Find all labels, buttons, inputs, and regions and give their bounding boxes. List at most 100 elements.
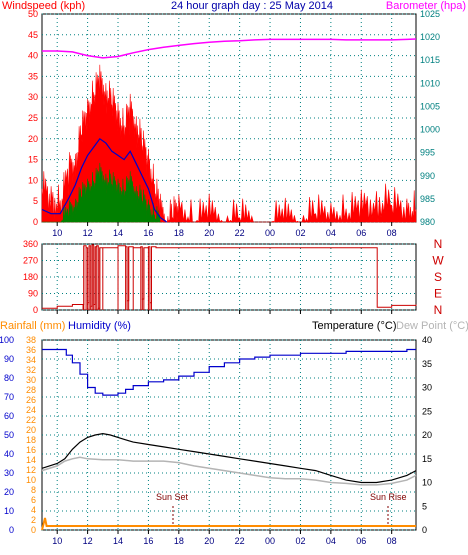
rainfall-ytick-label: 36 <box>26 345 36 355</box>
rainfall-ytick-label: 34 <box>26 355 36 365</box>
humidity-axis-title: Humidity (%) <box>68 320 131 332</box>
rainfall-ytick-label: 14 <box>26 455 36 465</box>
rainfall-ytick-label: 12 <box>26 465 36 475</box>
wind-direction-line <box>42 244 417 309</box>
humidity-ytick-label: 50 <box>4 430 14 440</box>
wind-xtick-label: 14 <box>113 228 123 238</box>
wind-low-area <box>42 162 161 224</box>
wind-xtick-label: 16 <box>143 228 153 238</box>
barometer-ytick-label: 980 <box>420 217 435 227</box>
wind-xtick-label: 10 <box>52 228 62 238</box>
rainfall-ytick-label: 32 <box>26 365 36 375</box>
rainfall-ytick-label: 30 <box>26 375 36 385</box>
wind-xtick-label: 06 <box>356 228 366 238</box>
direction-ytick-label: 90 <box>28 289 38 299</box>
wind-xtick-label: 18 <box>174 228 184 238</box>
humidity-ytick-label: 70 <box>4 392 14 402</box>
rainfall-line <box>41 517 416 531</box>
compass-label: S <box>434 270 442 284</box>
temp-xtick-label: 12 <box>83 536 93 546</box>
humidity-ytick-label: 90 <box>4 354 14 364</box>
wind-xtick-label: 22 <box>235 228 245 238</box>
axis-layer: 10 12 14 16 18 20 22 00 02 04 06 080510152025303540… <box>0 9 444 546</box>
wind-xtick-label: 02 <box>295 228 305 238</box>
rainfall-ytick-label: 2 <box>31 515 36 525</box>
temperature-axis-title: Temperature (°C) <box>312 320 396 332</box>
series-layer <box>41 38 417 531</box>
wind-xtick-label: 08 <box>387 228 397 238</box>
temp-xtick-label: 04 <box>326 536 336 546</box>
sun-set-label: Sun Set <box>156 492 189 502</box>
humidity-ytick-label: 30 <box>4 468 14 478</box>
windspeed-ytick-label: 0 <box>33 217 38 227</box>
rainfall-ytick-label: 6 <box>31 495 36 505</box>
windspeed-ytick-label: 35 <box>28 71 38 81</box>
humidity-ytick-label: 20 <box>4 487 14 497</box>
barometer-ytick-label: 985 <box>420 194 435 204</box>
direction-panel-frame <box>41 243 417 311</box>
temperature-ytick-label: 20 <box>422 430 432 440</box>
windspeed-ytick-label: 15 <box>28 155 38 165</box>
barometer-line <box>42 38 417 59</box>
windspeed-axis-title: Windspeed (kph) <box>2 0 85 12</box>
temperature-ytick-label: 40 <box>422 335 432 345</box>
wind-xtick-label: 04 <box>326 228 336 238</box>
direction-ytick-label: 360 <box>23 239 38 249</box>
barometer-ytick-label: 1020 <box>420 32 440 42</box>
temp-xtick-label: 02 <box>295 536 305 546</box>
windspeed-ytick-label: 20 <box>28 134 38 144</box>
direction-ytick-label: 180 <box>23 272 38 282</box>
temperature-ytick-label: 10 <box>422 478 432 488</box>
dewpoint-axis-title: Dew Point (°C) <box>396 320 468 332</box>
temperature-line <box>41 432 417 484</box>
temp-xtick-label: 22 <box>235 536 245 546</box>
temp-xtick-label: 18 <box>174 536 184 546</box>
chart-title: 24 hour graph day : 25 May 2014 <box>171 0 333 12</box>
windspeed-ytick-label: 45 <box>28 30 38 40</box>
rainfall-ytick-label: 24 <box>26 405 36 415</box>
rainfall-ytick-label: 28 <box>26 385 36 395</box>
humidity-ytick-label: 10 <box>4 506 14 516</box>
humidity-ytick-label: 80 <box>4 373 14 383</box>
windspeed-ytick-label: 25 <box>28 113 38 123</box>
humidity-ytick-label: 60 <box>4 411 14 421</box>
temperature-ytick-label: 25 <box>422 406 432 416</box>
rainfall-ytick-label: 18 <box>26 435 36 445</box>
direction-ytick-label: 270 <box>23 256 38 266</box>
temperature-ytick-label: 5 <box>422 501 427 511</box>
temperature-ytick-label: 30 <box>422 383 432 393</box>
wind-average-line <box>41 137 168 223</box>
barometer-ytick-label: 995 <box>420 148 435 158</box>
rainfall-ytick-label: 4 <box>31 505 36 515</box>
barometer-ytick-label: 1005 <box>420 101 440 111</box>
humidity-line <box>42 348 416 396</box>
temperature-ytick-label: 15 <box>422 454 432 464</box>
compass-label: N <box>434 303 443 317</box>
barometer-axis-title: Barometer (hpa) <box>386 0 466 12</box>
temp-xtick-label: 16 <box>143 536 153 546</box>
windspeed-ytick-label: 50 <box>28 9 38 19</box>
rainfall-ytick-label: 38 <box>26 335 36 345</box>
wind-xtick-label: 00 <box>265 228 275 238</box>
windspeed-ytick-label: 5 <box>33 196 38 206</box>
dewpoint-line <box>41 456 417 486</box>
rainfall-ytick-label: 16 <box>26 445 36 455</box>
temperature-ytick-label: 35 <box>422 359 432 369</box>
barometer-ytick-label: 1025 <box>420 9 440 19</box>
barometer-ytick-label: 1010 <box>420 78 440 88</box>
humidity-ytick-label: 0 <box>9 525 14 535</box>
windspeed-ytick-label: 40 <box>28 51 38 61</box>
windspeed-ytick-label: 10 <box>28 175 38 185</box>
wind-xtick-label: 20 <box>204 228 214 238</box>
temperature-ytick-label: 0 <box>422 525 427 535</box>
barometer-ytick-label: 1000 <box>420 125 440 135</box>
humidity-ytick-label: 40 <box>4 449 14 459</box>
rainfall-ytick-label: 20 <box>26 425 36 435</box>
direction-ytick-label: 0 <box>33 305 38 315</box>
temp-xtick-label: 06 <box>356 536 366 546</box>
rainfall-ytick-label: 26 <box>26 395 36 405</box>
rainfall-ytick-label: 10 <box>26 475 36 485</box>
rainfall-ytick-label: 22 <box>26 415 36 425</box>
